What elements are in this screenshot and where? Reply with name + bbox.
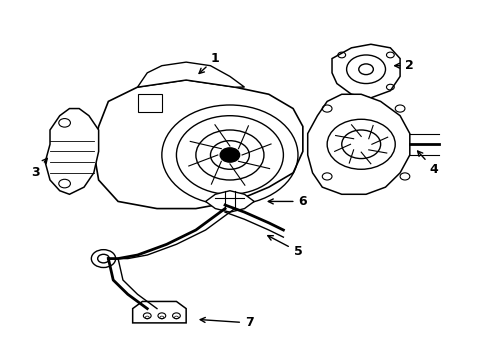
Polygon shape	[307, 94, 409, 194]
Text: 2: 2	[394, 59, 413, 72]
Polygon shape	[45, 109, 99, 194]
Text: 3: 3	[31, 158, 47, 179]
Text: 4: 4	[417, 151, 438, 176]
Text: 6: 6	[268, 195, 306, 208]
Text: 7: 7	[200, 316, 253, 329]
Polygon shape	[331, 44, 399, 98]
Text: 5: 5	[267, 235, 302, 258]
Polygon shape	[137, 62, 244, 87]
Polygon shape	[94, 80, 302, 208]
Polygon shape	[205, 191, 254, 212]
Circle shape	[220, 148, 239, 162]
Polygon shape	[132, 301, 186, 323]
Text: 1: 1	[199, 52, 219, 73]
